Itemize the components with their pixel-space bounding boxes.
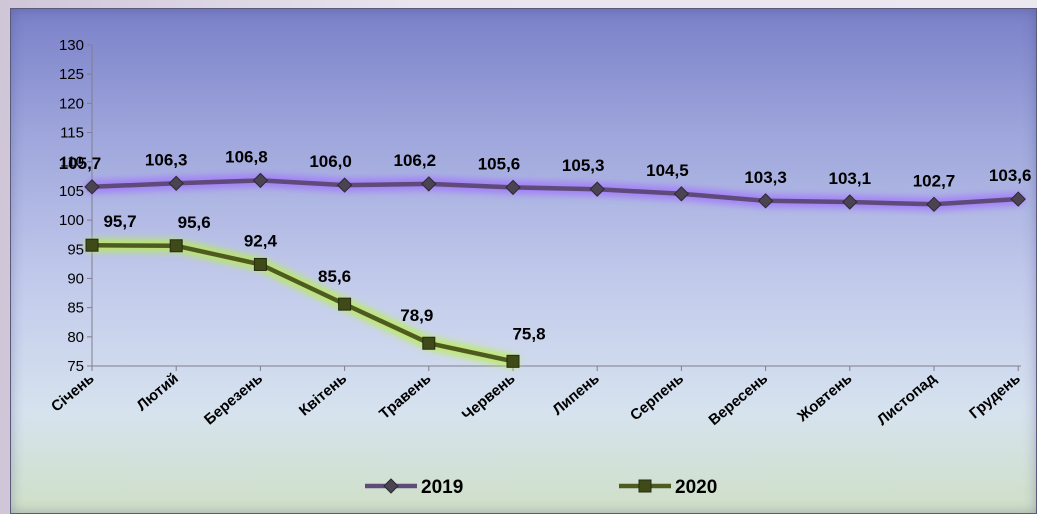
data-label-2020: 92,4: [244, 231, 278, 250]
y-tick-label: 115: [60, 125, 84, 142]
data-label-2020: 75,8: [512, 324, 545, 343]
x-tick-label: Вересень: [706, 370, 772, 429]
data-label-2019: 103,6: [989, 166, 1032, 185]
series-2019-point: [1010, 191, 1026, 207]
x-tick-label: Травень: [376, 370, 434, 423]
x-tick-label: Квітень: [296, 370, 350, 419]
series-2020-point: [253, 257, 267, 271]
data-label-2019: 103,3: [744, 168, 787, 187]
data-label-2020: 85,6: [318, 267, 351, 286]
y-tick-label: 95: [67, 241, 84, 258]
series-2019-point: [421, 176, 437, 192]
data-label-2019: 103,1: [829, 169, 872, 188]
series-2019-line: [91, 178, 1019, 207]
data-label-2019: 102,7: [913, 171, 956, 190]
series-2019-point: [252, 172, 269, 189]
series-2019-point: [336, 177, 353, 193]
series-2019-point: [589, 181, 605, 197]
series-2019-point: [505, 179, 521, 196]
legend-label-2019: 2019: [421, 477, 463, 498]
data-label-2019: 104,5: [646, 161, 689, 180]
y-tick-label: 85: [67, 300, 84, 317]
data-label-2020: 95,7: [103, 212, 136, 231]
legend: 2019 2020: [365, 477, 717, 498]
x-tick-label: Жовтень: [793, 370, 855, 426]
series-2019-point: [673, 186, 690, 202]
data-label-2020: 78,9: [400, 306, 433, 325]
line-chart: 75 80 85 90 95 100 105 110 115 120 125 130 Січень Лют…: [48, 37, 1032, 498]
data-labels: 105,7 106,3 106,8 106,0 106,2 105,6 105,3 104,5…: [59, 147, 1032, 343]
x-tick-label: Червень: [459, 370, 519, 424]
y-tick-label: 90: [67, 270, 84, 287]
y-tick-label: 100: [59, 212, 84, 229]
series-2020-point: [338, 297, 352, 311]
x-tick-label: Листопад: [874, 370, 940, 429]
series-2019-point: [926, 196, 942, 213]
y-tick-label: 125: [59, 66, 84, 83]
x-tick-label: Лютий: [133, 370, 181, 414]
series-2020-point: [169, 239, 183, 253]
series-2020-glow: [85, 238, 520, 368]
x-tick-label: Липень: [549, 370, 602, 419]
series-2020-point: [85, 238, 99, 252]
data-label-2019: 105,7: [59, 154, 102, 173]
legend-marker-2020: [638, 479, 652, 493]
series-2020-line: [91, 242, 514, 364]
x-tick-label: Березень: [201, 370, 266, 428]
y-tick-label: 130: [59, 37, 84, 54]
legend-label-2020: 2020: [675, 477, 717, 498]
x-tick-label: Січень: [48, 370, 97, 415]
series-2019-point: [757, 193, 774, 209]
data-label-2019: 106,8: [225, 147, 268, 166]
legend-marker-2019: [383, 478, 399, 494]
series-2020-point: [506, 354, 520, 368]
series-2019-point: [168, 175, 184, 192]
series-2019-point: [84, 179, 100, 195]
series-2019-point: [842, 194, 858, 210]
y-tick-label: 75: [67, 358, 84, 375]
x-tick-label: Грудень: [966, 370, 1024, 422]
data-label-2019: 105,6: [478, 154, 521, 173]
y-tick-label: 80: [67, 329, 84, 346]
chart-frame: 75 80 85 90 95 100 105 110 115 120 125 130 Січень Лют…: [10, 8, 1037, 514]
data-label-2019: 106,2: [394, 151, 437, 170]
axes: 75 80 85 90 95 100 105 110 115 120 125 130 Січень Лют…: [48, 37, 1024, 429]
data-label-2019: 106,3: [145, 150, 188, 169]
y-tick-label: 120: [59, 95, 84, 112]
data-label-2020: 95,6: [178, 213, 211, 232]
x-tick-label: Серпень: [627, 370, 687, 424]
data-label-2019: 106,0: [309, 152, 352, 171]
data-label-2019: 105,3: [562, 156, 605, 175]
y-tick-label: 110: [60, 154, 84, 171]
y-tick-label: 105: [59, 183, 84, 200]
series-2020-point: [422, 336, 436, 350]
series-layer: [84, 172, 1026, 368]
